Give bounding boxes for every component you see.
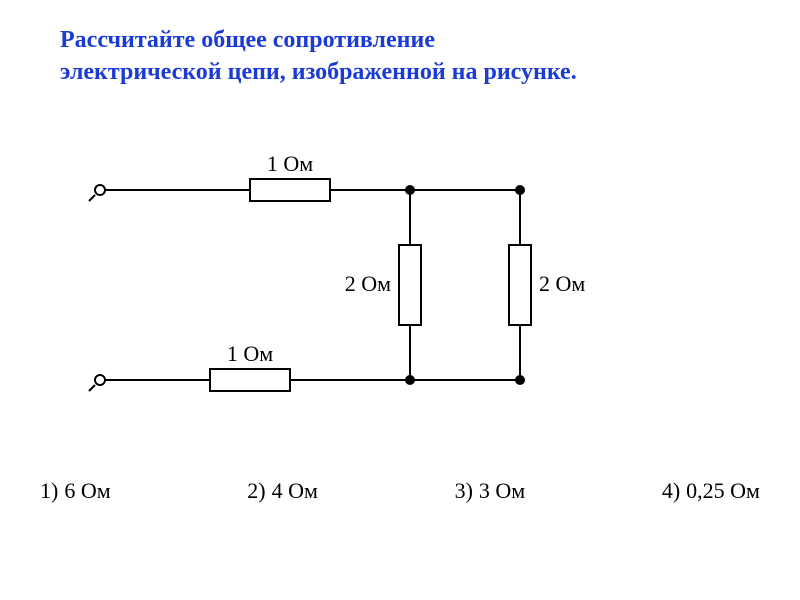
svg-text:2 Ом: 2 Ом <box>539 271 585 296</box>
circuit-svg: 1 Ом 1 Ом 2 Ом 2 Ом <box>80 140 640 450</box>
svg-text:1 Ом: 1 Ом <box>227 341 273 366</box>
answer-option-2[interactable]: 2) 4 Ом <box>247 478 318 504</box>
answer-value: 6 Ом <box>64 478 110 504</box>
title-line-2: электрической цепи, изображенной на рису… <box>60 59 577 85</box>
answer-index: 4) <box>662 478 680 504</box>
svg-text:2 Ом: 2 Ом <box>345 271 391 296</box>
answer-option-4[interactable]: 4) 0,25 Ом <box>662 478 760 504</box>
answer-value: 4 Ом <box>272 478 318 504</box>
answer-option-3[interactable]: 3) 3 Ом <box>455 478 526 504</box>
answer-index: 1) <box>40 478 58 504</box>
circuit-diagram: 1 Ом 1 Ом 2 Ом 2 Ом <box>80 140 640 450</box>
page: Рассчитайте общее сопротивление электрич… <box>0 0 800 600</box>
answer-index: 2) <box>247 478 265 504</box>
title-line-1: Рассчитайте общее сопротивление <box>60 27 435 53</box>
answer-option-1[interactable]: 1) 6 Ом <box>40 478 111 504</box>
answer-value: 3 Ом <box>479 478 525 504</box>
answer-options: 1) 6 Ом 2) 4 Ом 3) 3 Ом 4) 0,25 Ом <box>40 478 760 504</box>
question-title: Рассчитайте общее сопротивление электрич… <box>60 24 740 89</box>
svg-text:1 Ом: 1 Ом <box>267 151 313 176</box>
answer-value: 0,25 Ом <box>686 478 760 504</box>
answer-index: 3) <box>455 478 473 504</box>
